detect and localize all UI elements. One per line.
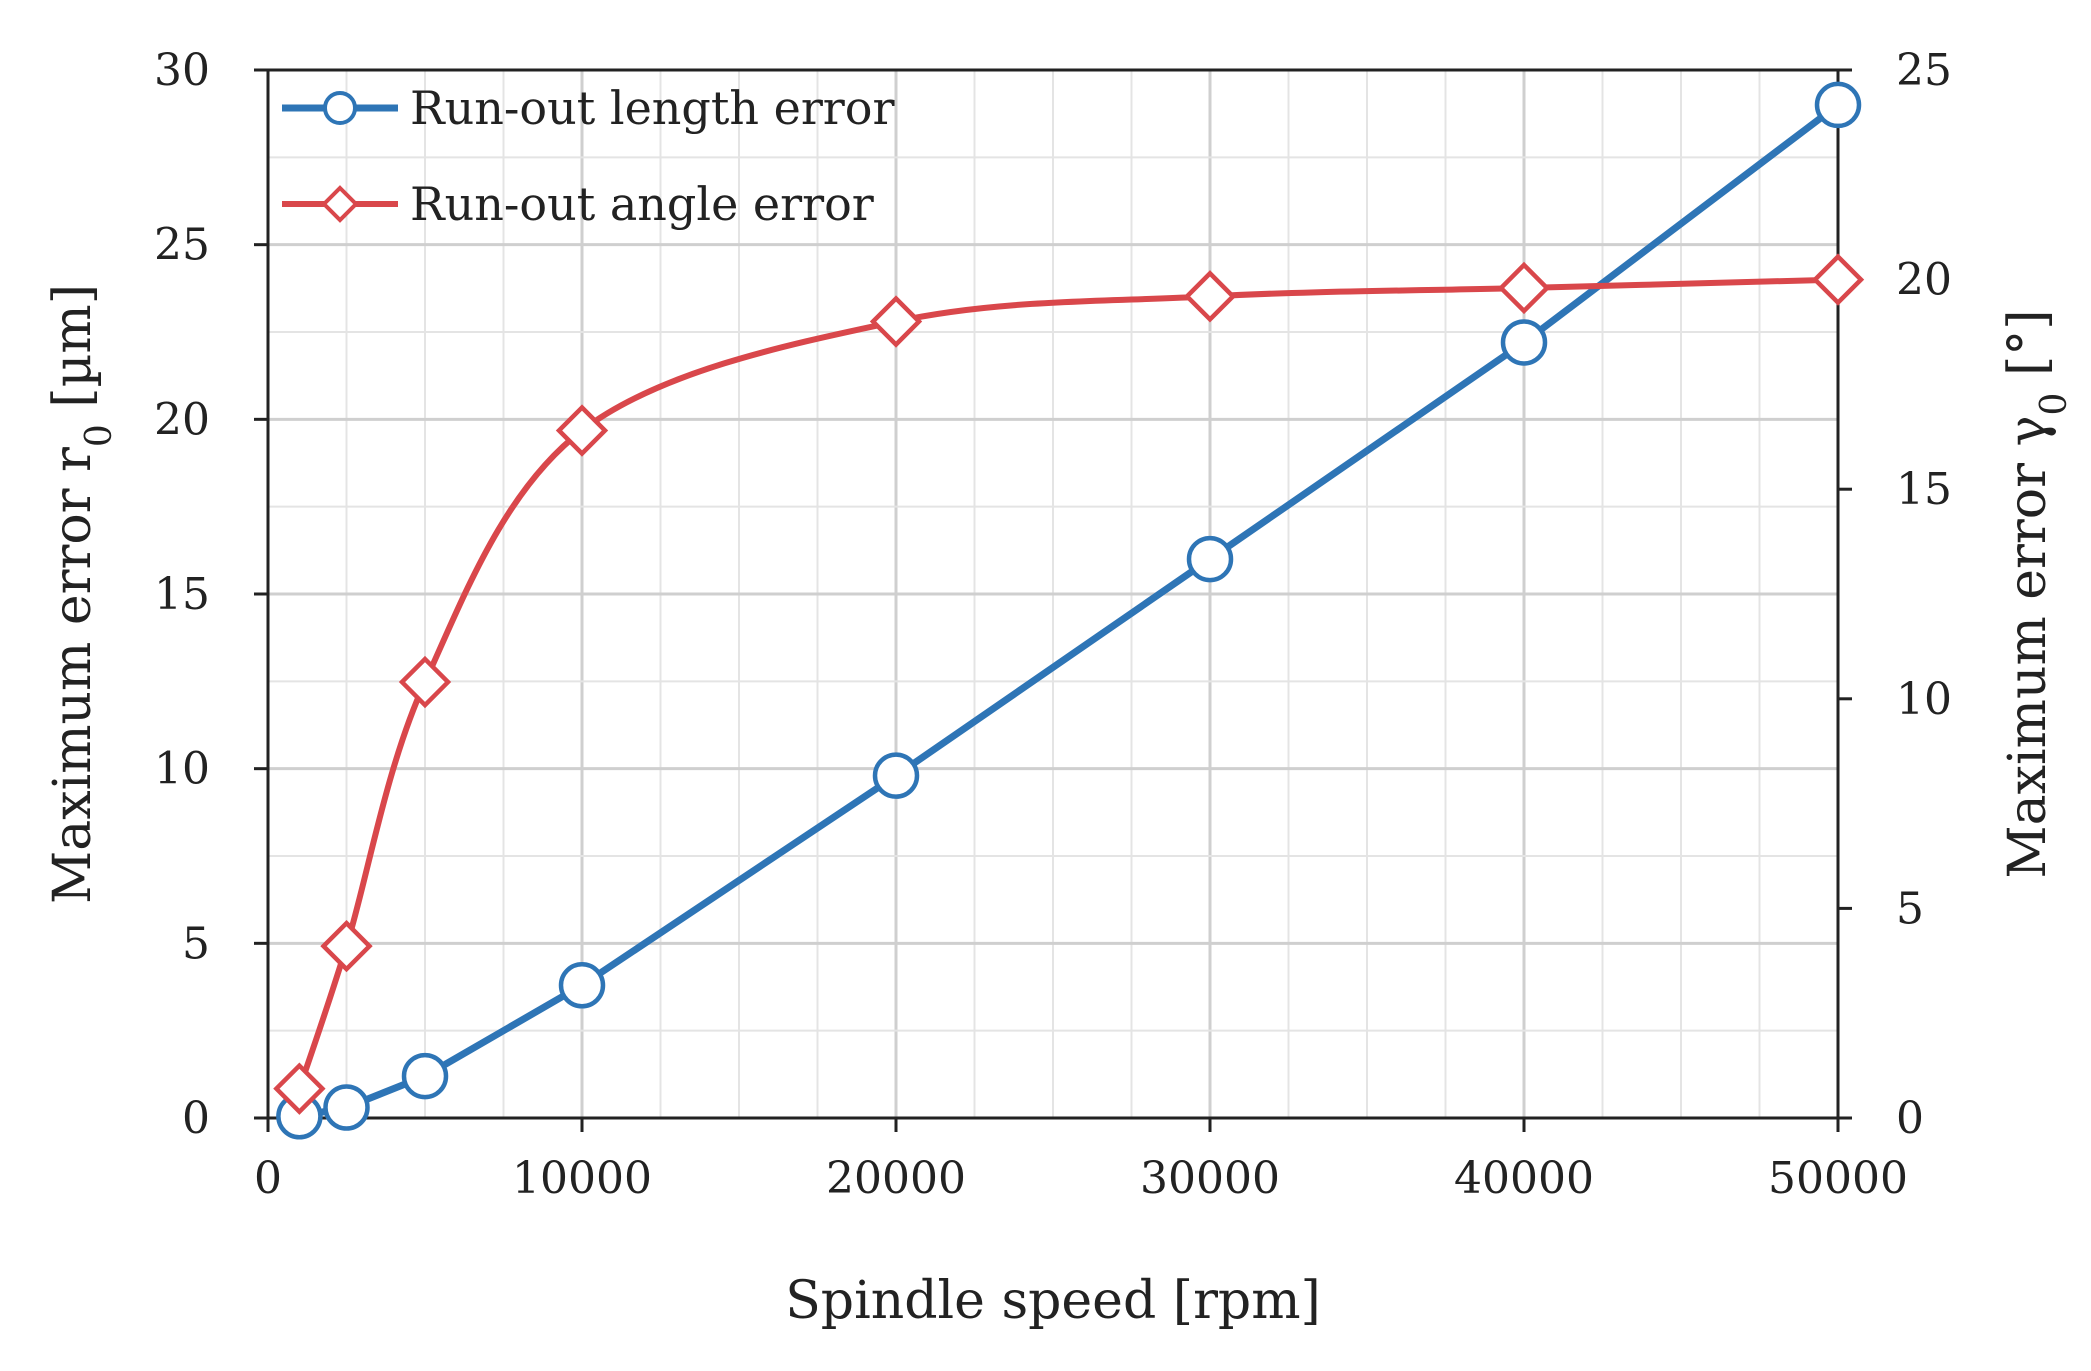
series-line [296, 276, 1839, 1090]
data-point [273, 1062, 326, 1115]
series-1 [276, 81, 1862, 1140]
y-left-tick-label: 10 [154, 744, 210, 795]
x-tick-label: 20000 [826, 1153, 966, 1204]
y-left-axis-title-subscript: 0 [79, 424, 120, 447]
y-left-tick-label: 25 [154, 220, 210, 271]
data-point [1500, 319, 1548, 366]
data-point [398, 655, 452, 709]
series-2 [273, 253, 1865, 1115]
legend-swatch-marker [321, 185, 359, 223]
y-right-axis-title-prefix: Maximum error γ [1998, 415, 2058, 878]
y-right-tick-label: 10 [1896, 674, 1952, 725]
y-left-tick-label: 15 [154, 569, 210, 620]
y-right-axis-title-subscript: 0 [2034, 393, 2075, 416]
y-left-tick-label: 30 [154, 45, 210, 96]
y-right-axis-title: Maximum error γ0 [°] [1998, 309, 2075, 878]
x-tick-label: 40000 [1454, 1153, 1594, 1204]
data-point [1183, 270, 1237, 323]
y-right-tick-label: 25 [1896, 45, 1952, 96]
y-right-tick-label: 15 [1896, 464, 1952, 515]
y-right-tick-label: 0 [1896, 1093, 1924, 1144]
tick-marks [254, 68, 1852, 1132]
y-right-tick-label: 20 [1896, 255, 1952, 306]
data-point [1497, 261, 1551, 315]
y-right-axis-title-suffix: [°] [1998, 309, 2058, 392]
legend-swatch-marker [323, 91, 357, 125]
y-left-tick-label: 20 [154, 394, 210, 445]
data-point [869, 295, 923, 348]
y-left-axis-title-suffix: [µm] [43, 284, 103, 424]
data-point [401, 1052, 449, 1100]
legend-item-2: Run-out angle error [282, 177, 874, 231]
legend-label: Run-out length error [410, 81, 894, 135]
series-layer [273, 81, 1865, 1140]
data-point [558, 962, 606, 1009]
grid [268, 70, 1838, 1118]
data-point [555, 404, 609, 457]
data-point [1811, 253, 1865, 306]
legend-label: Run-out angle error [410, 177, 874, 231]
legend-item-1: Run-out length error [282, 81, 894, 135]
tick-labels: 0 10000 20000 30000 40000 50000 0 5 10 15 20 25 30 0 5… [154, 45, 1952, 1204]
x-tick-label: 0 [254, 1153, 282, 1204]
y-left-axis-title-prefix: Maximum error r [43, 447, 103, 904]
x-tick-label: 10000 [512, 1153, 652, 1204]
x-tick-label: 30000 [1140, 1153, 1280, 1204]
data-point [323, 1084, 370, 1131]
legend: Run-out length error Run-out angle error [282, 81, 894, 231]
data-point [1186, 535, 1234, 583]
y-right-tick-label: 5 [1896, 883, 1924, 934]
data-point [1814, 81, 1862, 129]
y-left-axis-title: Maximum error r0 [µm] [43, 284, 120, 904]
x-axis-title: Spindle speed [rpm] [785, 1271, 1321, 1331]
data-point [320, 919, 373, 973]
y-left-tick-label: 5 [182, 918, 210, 969]
x-tick-label: 50000 [1768, 1153, 1908, 1204]
data-point [872, 752, 920, 799]
y-left-tick-label: 0 [182, 1093, 210, 1144]
